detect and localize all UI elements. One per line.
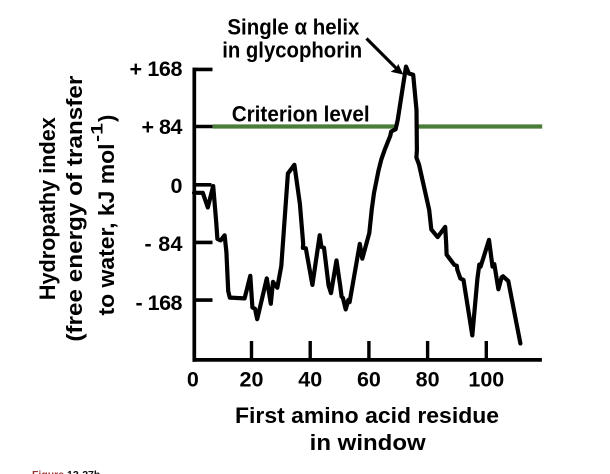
svg-text:in window: in window bbox=[310, 430, 427, 455]
svg-text:- 168: - 168 bbox=[136, 291, 183, 315]
svg-text:First amino acid residue: First amino acid residue bbox=[235, 403, 499, 428]
svg-text:100: 100 bbox=[468, 367, 504, 391]
svg-text:80: 80 bbox=[416, 367, 440, 391]
svg-text:- 84: - 84 bbox=[145, 232, 183, 256]
svg-text:0: 0 bbox=[187, 367, 199, 391]
svg-text:40: 40 bbox=[298, 367, 322, 391]
svg-text:0: 0 bbox=[171, 174, 183, 198]
svg-text:Criterion level: Criterion level bbox=[232, 102, 370, 127]
svg-text:Hydropathy index: Hydropathy index bbox=[35, 116, 60, 300]
svg-text:20: 20 bbox=[240, 367, 264, 391]
svg-text:60: 60 bbox=[357, 367, 381, 391]
svg-text:in glycophorin: in glycophorin bbox=[222, 37, 362, 62]
svg-text:+ 84: + 84 bbox=[142, 115, 183, 139]
svg-text:(free energy of transfer: (free energy of transfer bbox=[62, 75, 87, 341]
svg-text:-1: -1 bbox=[88, 123, 107, 142]
svg-text:+ 168: + 168 bbox=[130, 57, 183, 81]
svg-text:to water, kJ mol: to water, kJ mol bbox=[94, 144, 119, 316]
svg-text:): ) bbox=[94, 115, 119, 122]
svg-text:Single α helix: Single α helix bbox=[227, 14, 360, 39]
svg-text:Figure 12-27b: Figure 12-27b bbox=[32, 469, 100, 474]
